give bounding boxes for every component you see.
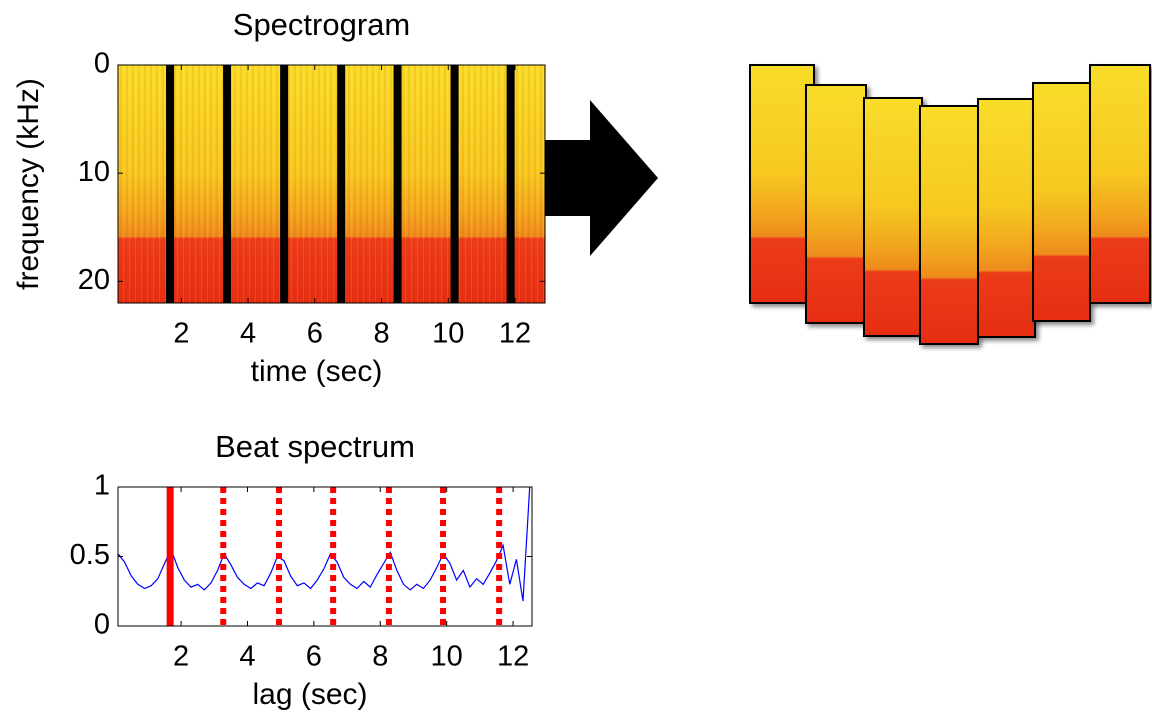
plot-background: [118, 487, 532, 626]
x-tick-label: 6: [306, 641, 322, 673]
segment: [1032, 82, 1091, 322]
segment: [863, 97, 923, 337]
x-tick-label: 8: [372, 641, 388, 673]
x-tick-label: 6: [307, 318, 323, 350]
y-tick-label: 0.5: [70, 539, 110, 571]
segment: [1089, 64, 1151, 304]
y-axis-label: frequency (kHz): [12, 78, 45, 290]
segments: [749, 64, 1151, 345]
y-tick-label: 0: [94, 609, 110, 641]
y-tick-label: 10: [78, 156, 110, 188]
y-tick-label: 0: [94, 48, 110, 80]
beat-boundary: [166, 65, 175, 303]
segment: [977, 98, 1036, 338]
arrow: [545, 100, 658, 256]
beat-boundary: [280, 65, 289, 303]
x-tick-label: 12: [499, 318, 531, 350]
x-tick-label: 10: [431, 641, 463, 673]
segment: [919, 105, 979, 345]
plot-frame: [117, 64, 546, 304]
segment: [749, 64, 815, 304]
y-tick-label: 20: [78, 264, 110, 296]
x-axis-label: lag (sec): [252, 678, 367, 711]
x-tick-label: 4: [240, 318, 256, 350]
x-tick-label: 12: [497, 641, 529, 673]
beat-boundary: [337, 65, 346, 303]
beat-boundary: [450, 65, 459, 303]
x-axis-label: time (sec): [251, 355, 383, 388]
x-tick-label: 8: [373, 318, 389, 350]
beat-boundary: [393, 65, 402, 303]
y-tick-label: 1: [94, 470, 110, 502]
x-tick-label: 4: [239, 641, 255, 673]
x-tick-label: 10: [432, 318, 464, 350]
beat-boundary: [223, 65, 232, 303]
chart-title: Spectrogram: [233, 7, 410, 42]
x-tick-label: 2: [173, 318, 189, 350]
beat-boundary: [506, 65, 515, 303]
beat-spectrum-line: [117, 486, 531, 602]
x-tick-label: 2: [173, 641, 189, 673]
spectrogram-texture: [118, 65, 545, 303]
segment: [805, 84, 867, 324]
chart-title: Beat spectrum: [215, 429, 415, 464]
